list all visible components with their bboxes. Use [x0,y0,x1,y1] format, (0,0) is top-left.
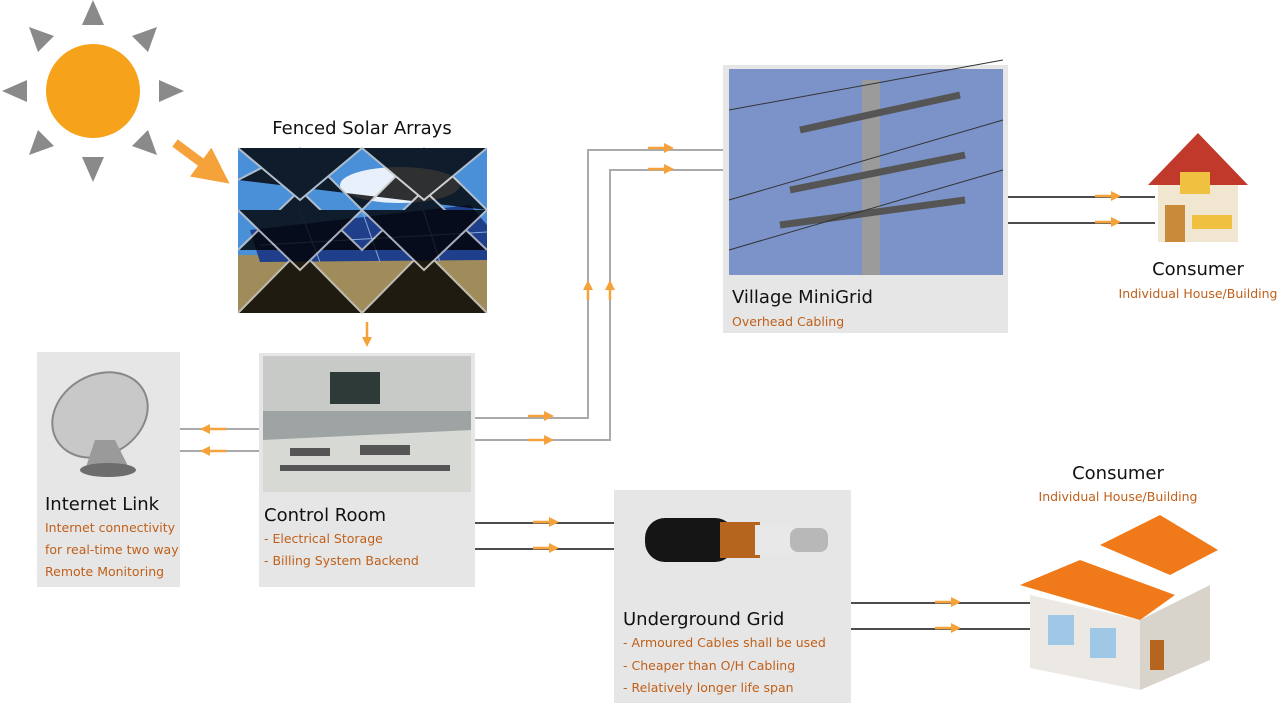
node-line: Individual House/Building [1039,489,1198,504]
node-line: Overhead Cabling [732,314,844,329]
consumer-node: Consumer Individual House/Building [1020,463,1218,690]
node-line: - Cheaper than O/H Cabling [623,658,795,673]
node-title: Consumer [1152,259,1244,280]
node-line: Individual House/Building [1119,286,1277,301]
control-room-node: Control Room - Electrical Storage - Bill… [259,353,475,587]
internet-node: Internet Link Internet connectivity for … [37,352,180,587]
consumer-node: Consumer Individual House/Building [1119,133,1277,301]
underground-node: Underground Grid - Armoured Cables shall… [614,490,851,703]
node-line: Internet connectivity [45,520,176,535]
minigrid-node: Village MiniGrid Overhead Cabling [723,60,1008,333]
node-line: - Armoured Cables shall be used [623,635,826,650]
diagram: Fenced Solar Arrays Control Room - Elect… [0,0,1277,703]
node-title: Fenced Solar Arrays [272,118,451,139]
node-line: for real-time two way [45,542,179,557]
node-line: - Relatively longer life span [623,680,794,695]
solar-node: Fenced Solar Arrays [238,118,487,313]
node-title: Control Room [264,505,386,526]
node-line: - Electrical Storage [264,531,383,546]
sun-icon [2,0,184,182]
node-title: Village MiniGrid [732,287,873,308]
node-line: - Billing System Backend [264,553,419,568]
sun-arrow [175,143,218,175]
node-line: Remote Monitoring [45,564,164,579]
node-title: Underground Grid [623,609,784,630]
node-title: Consumer [1072,463,1164,484]
node-title: Internet Link [45,494,160,515]
